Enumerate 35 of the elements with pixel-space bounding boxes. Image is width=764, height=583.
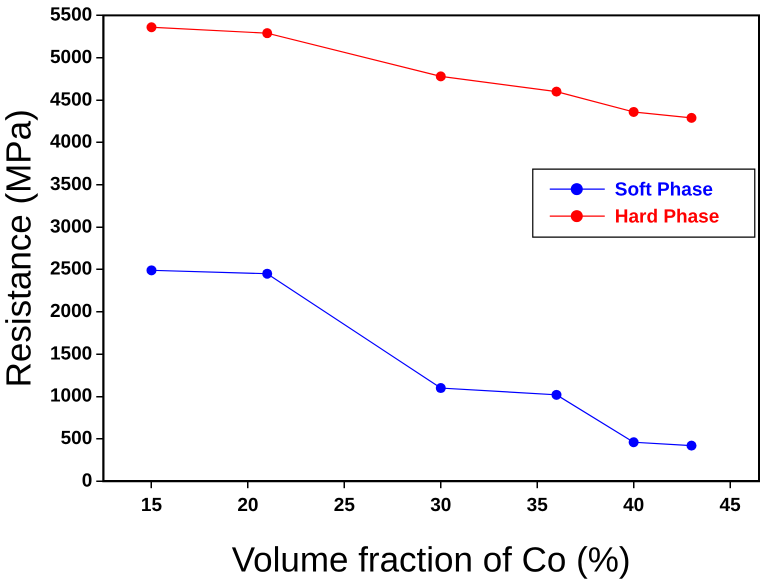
y-tick-label: 4500 bbox=[50, 89, 92, 110]
y-tick-label: 3000 bbox=[50, 216, 92, 238]
y-tick-label: 4000 bbox=[50, 132, 92, 153]
x-tick-label: 35 bbox=[526, 494, 548, 516]
x-axis-title: Volume fraction of Co (%) bbox=[232, 540, 631, 580]
legend-label: Hard Phase bbox=[614, 206, 720, 228]
point bbox=[262, 268, 272, 279]
x-tick-label: 20 bbox=[237, 494, 258, 516]
legend-label: Soft Phase bbox=[614, 179, 713, 200]
y-tick-label: 1500 bbox=[50, 343, 92, 364]
x-tick-label: 40 bbox=[623, 494, 644, 516]
x-tick-label: 30 bbox=[430, 494, 452, 516]
y-tick-label: 3500 bbox=[50, 174, 92, 196]
x-tick-label: 15 bbox=[140, 494, 162, 516]
y-axis-title: Resistance (MPa) bbox=[0, 109, 39, 388]
y-tick-label: 1000 bbox=[50, 386, 92, 407]
point bbox=[436, 71, 446, 82]
x-tick-label: 45 bbox=[720, 494, 742, 516]
point bbox=[686, 440, 696, 451]
point bbox=[146, 265, 156, 276]
point bbox=[686, 112, 696, 123]
x-tick-label: 25 bbox=[334, 494, 356, 516]
y-tick-label: 5500 bbox=[50, 4, 92, 26]
y-tick-label: 2500 bbox=[50, 258, 92, 280]
y-tick-label: 0 bbox=[82, 470, 92, 492]
point bbox=[262, 28, 272, 38]
y-tick-label: 5000 bbox=[50, 46, 92, 68]
point bbox=[628, 106, 639, 117]
y-tick-label: 2000 bbox=[50, 301, 92, 322]
point bbox=[436, 383, 446, 394]
point bbox=[551, 390, 562, 400]
y-tick-label: 500 bbox=[60, 428, 92, 450]
point bbox=[146, 22, 156, 32]
point bbox=[628, 437, 639, 448]
point bbox=[551, 86, 562, 97]
